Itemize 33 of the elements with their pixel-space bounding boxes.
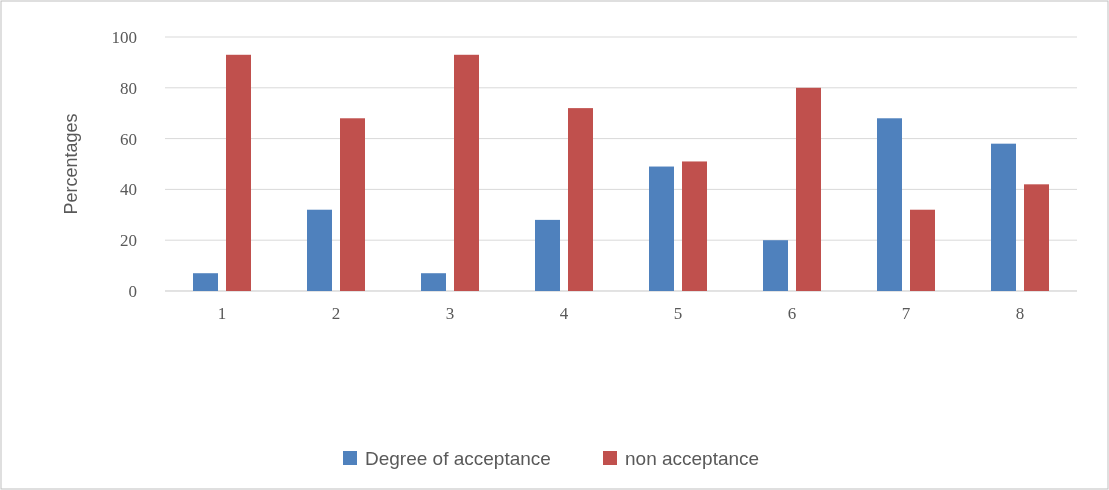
bar: [682, 161, 707, 291]
bar: [535, 219, 560, 291]
y-tick-label: 40: [120, 180, 137, 200]
y-tick-label: 60: [120, 129, 137, 149]
x-tick-label: 7: [901, 304, 911, 323]
bar: [226, 54, 251, 291]
bar: [910, 209, 935, 291]
x-tick-label: 4: [559, 304, 569, 323]
legend-label: non acceptance: [625, 447, 760, 469]
bar: [1024, 184, 1049, 291]
legend-label: Degree of acceptance: [365, 447, 551, 469]
y-tick-label: 100: [111, 27, 137, 47]
x-tick-label: 2: [331, 304, 341, 323]
x-tick-label: 8: [1015, 304, 1025, 323]
bar: [568, 108, 593, 291]
bar: [454, 54, 479, 291]
y-tick-label: 20: [120, 231, 137, 251]
x-tick-label: 5: [673, 304, 683, 323]
bar: [763, 240, 788, 291]
x-tick-label: 1: [217, 304, 227, 323]
bar: [991, 143, 1016, 291]
bar: [307, 209, 332, 291]
bar: [649, 166, 674, 291]
bar: [340, 118, 365, 291]
bar: [877, 118, 902, 291]
y-tick-label: 0: [128, 281, 137, 301]
bar: [796, 87, 821, 291]
x-tick-label: 3: [445, 304, 455, 323]
x-tick-label: 6: [787, 304, 797, 323]
y-axis-title: Percentages: [61, 113, 81, 215]
bar: [193, 273, 218, 291]
bar: [421, 273, 446, 291]
y-tick-label: 80: [120, 78, 137, 98]
